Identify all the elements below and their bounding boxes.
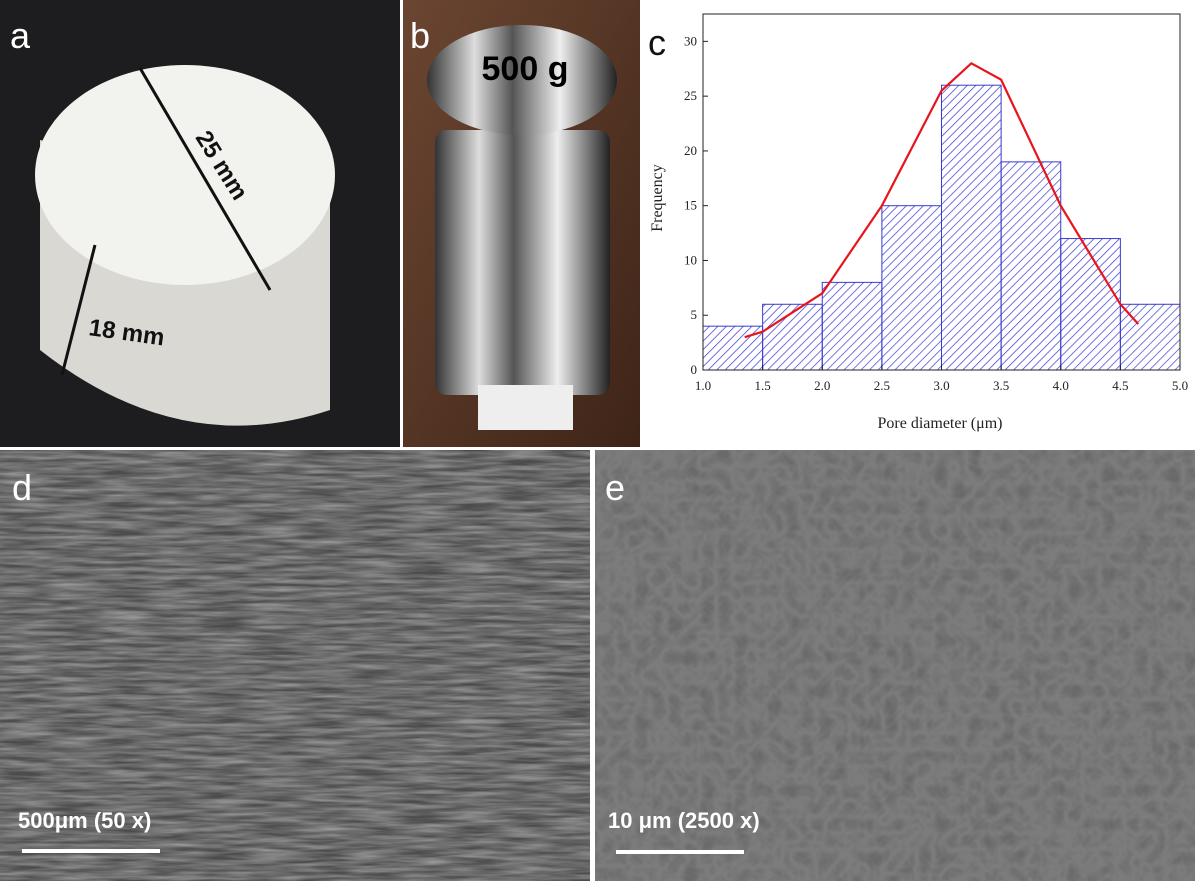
x-tick-label: 5.0 [1172, 378, 1188, 393]
scale-label: 500μm (50 x) [18, 808, 151, 833]
x-tick-label: 2.5 [874, 378, 890, 393]
bar [822, 282, 882, 370]
bar [1061, 239, 1121, 370]
weight-base [478, 385, 573, 430]
figure: a 25 mm 18 mm b 500 g c Pore diameter (μ… [0, 0, 1195, 881]
panel-label: a [10, 15, 31, 56]
bar [703, 326, 763, 370]
x-tick-label: 3.5 [993, 378, 1009, 393]
weight-body [435, 130, 610, 395]
x-tick-label: 4.0 [1053, 378, 1069, 393]
panel-label: e [605, 467, 625, 508]
panel-label: b [410, 15, 430, 56]
cylinder-top [35, 65, 335, 285]
bar [882, 206, 942, 370]
x-tick-label: 2.0 [814, 378, 830, 393]
y-tick-label: 30 [684, 33, 697, 48]
y-tick-label: 20 [684, 143, 697, 158]
y-tick-label: 25 [684, 88, 697, 103]
weight-label: 500 g [482, 50, 569, 88]
x-tick-label: 1.0 [695, 378, 711, 393]
y-axis-label: Frequency [649, 164, 666, 232]
bar [942, 85, 1002, 370]
bar [763, 304, 823, 370]
x-axis-label: Pore diameter (μm) [878, 415, 1003, 432]
bar [1001, 162, 1061, 370]
y-tick-label: 15 [684, 198, 697, 213]
y-tick-label: 5 [691, 307, 698, 322]
histogram: Pore diameter (μm) Frequency 1.0 1.5 2.0 2.… [649, 14, 1188, 432]
x-tick-label: 3.0 [933, 378, 949, 393]
x-tick-label: 1.5 [755, 378, 771, 393]
scale-label: 10 μm (2500 x) [608, 808, 760, 833]
y-tick-label: 10 [684, 252, 697, 267]
x-tick-label: 4.5 [1112, 378, 1128, 393]
panel-label: d [12, 467, 32, 508]
y-tick-label: 0 [691, 362, 698, 377]
panel-label: c [648, 22, 666, 63]
